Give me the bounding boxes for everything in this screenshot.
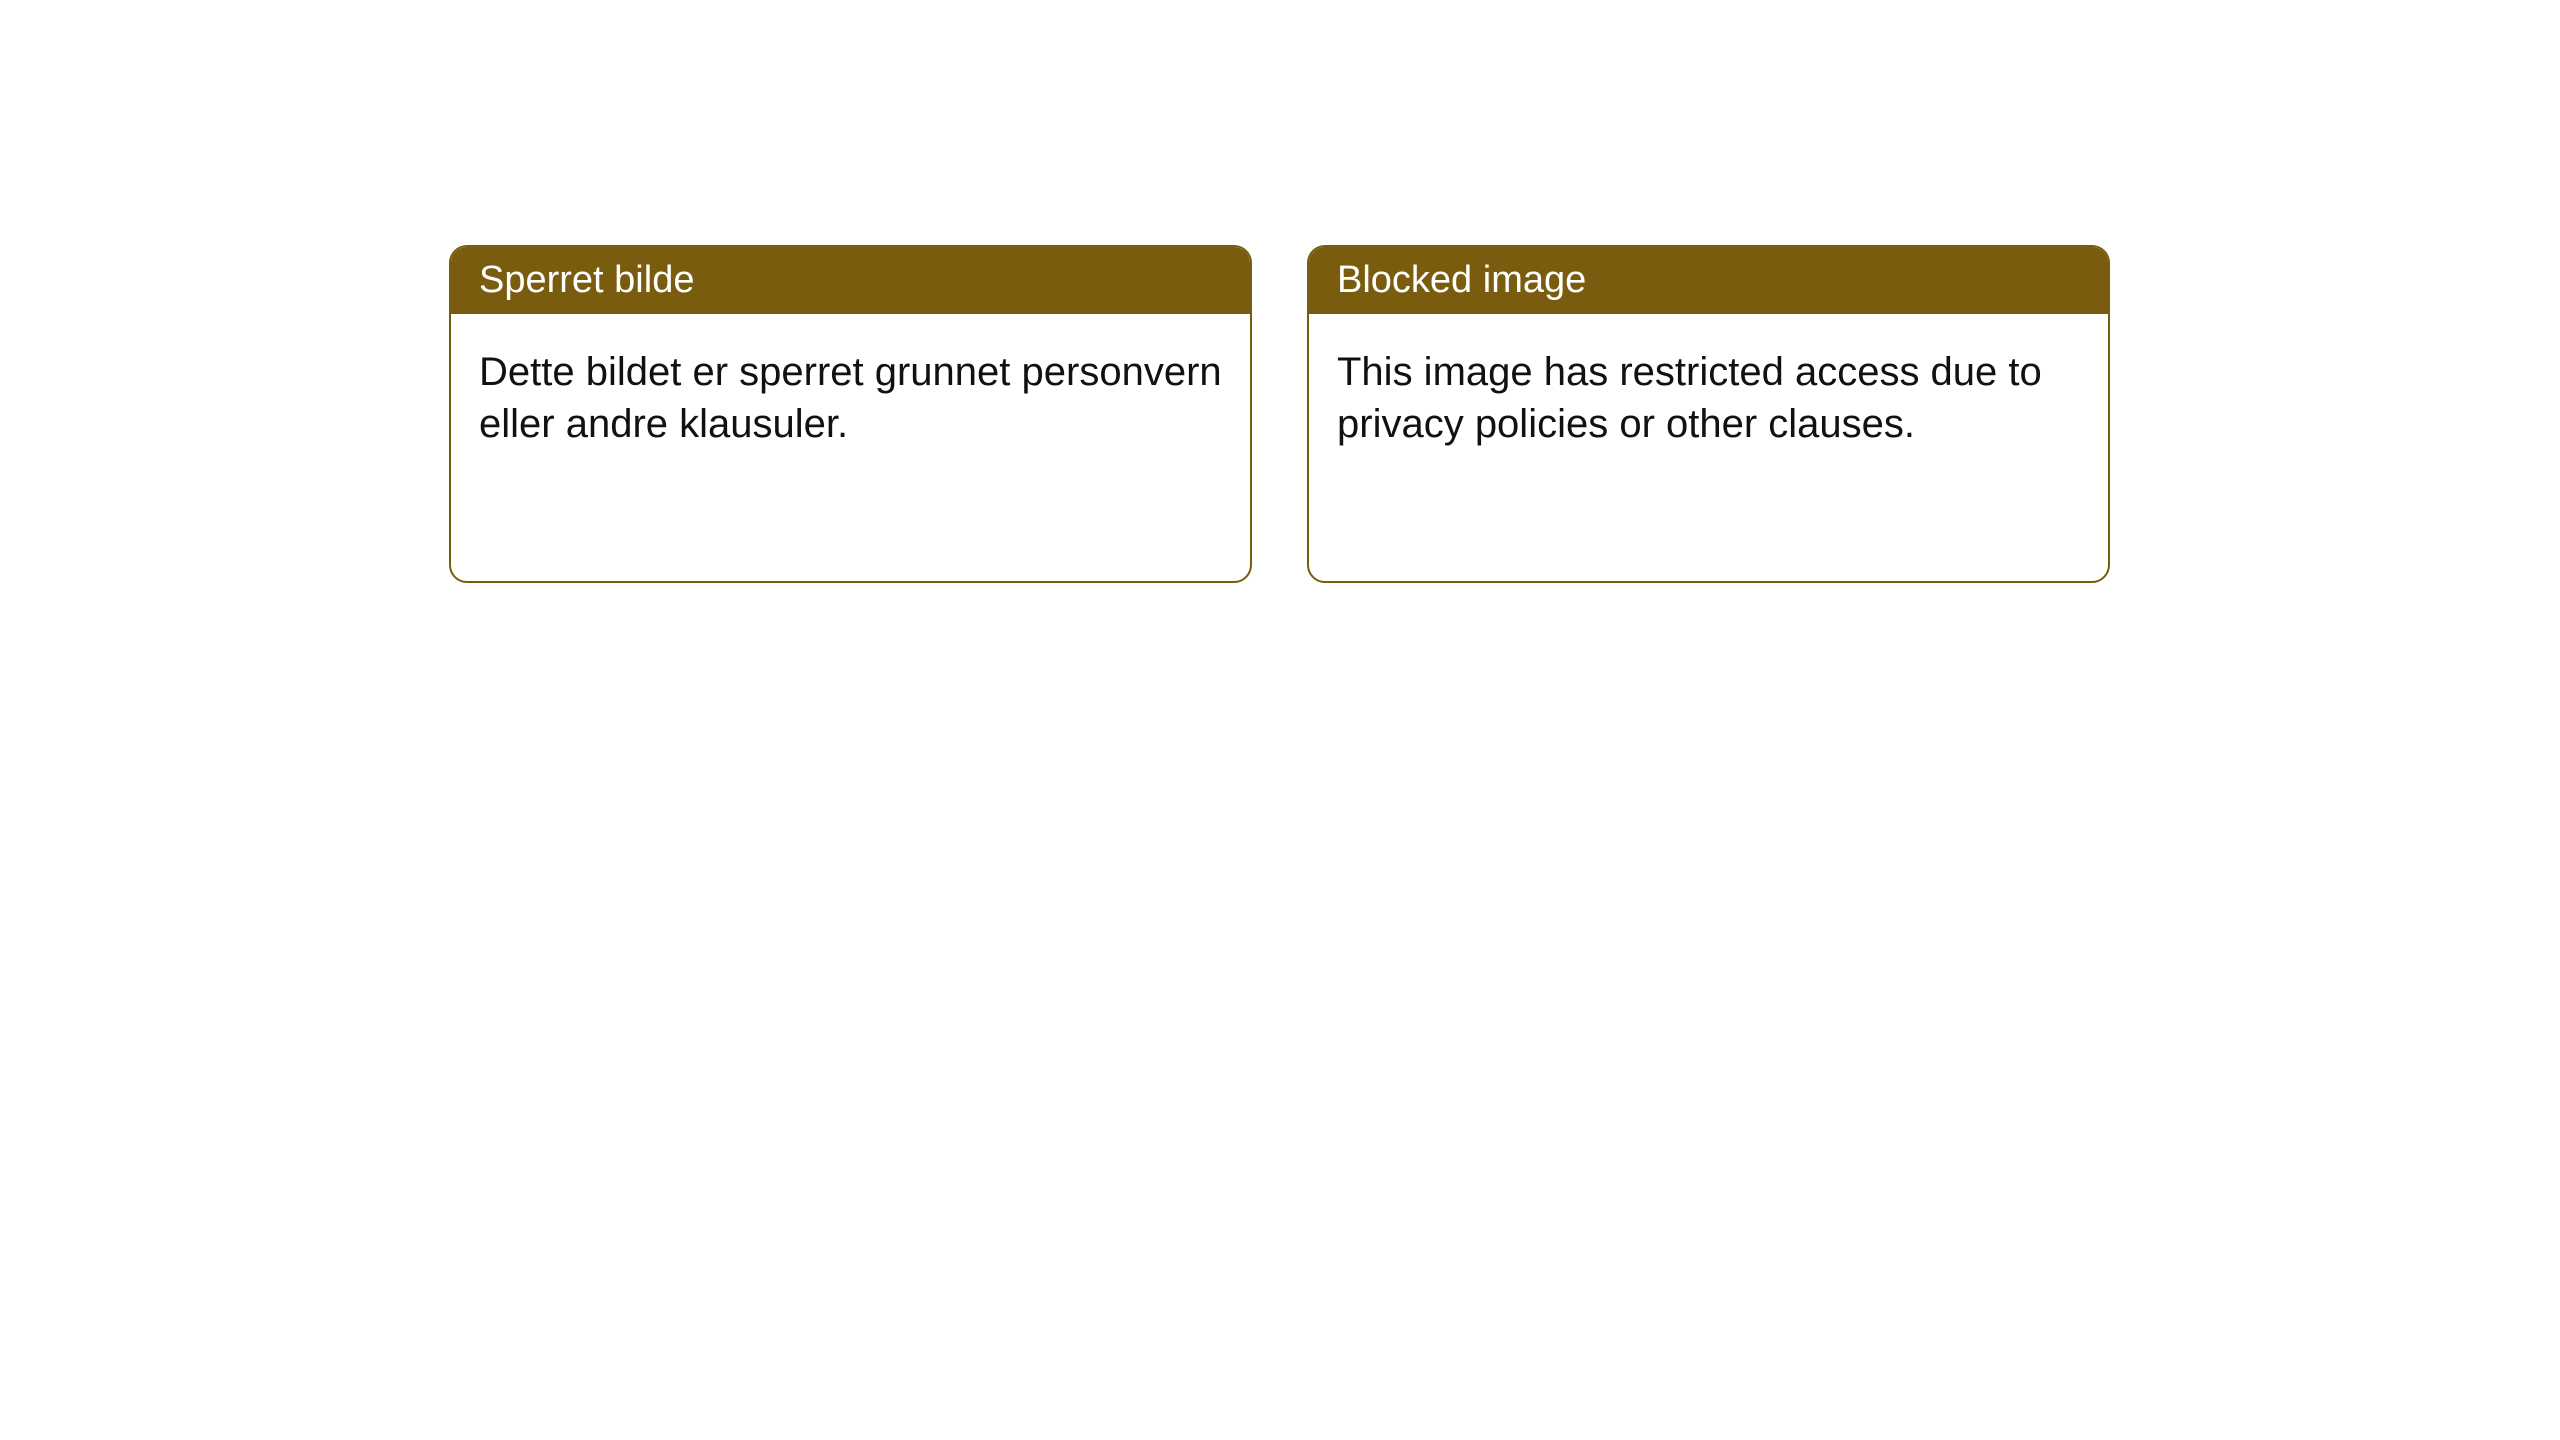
card-header: Blocked image [1309, 247, 2108, 314]
card-body-text: Dette bildet er sperret grunnet personve… [479, 350, 1222, 446]
notice-cards-container: Sperret bilde Dette bildet er sperret gr… [449, 245, 2110, 583]
card-title: Sperret bilde [479, 259, 694, 301]
card-body: This image has restricted access due to … [1309, 314, 2108, 482]
card-title: Blocked image [1337, 259, 1586, 301]
card-body-text: This image has restricted access due to … [1337, 350, 2042, 446]
card-header: Sperret bilde [451, 247, 1250, 314]
notice-card-english: Blocked image This image has restricted … [1307, 245, 2110, 583]
card-body: Dette bildet er sperret grunnet personve… [451, 314, 1250, 482]
notice-card-norwegian: Sperret bilde Dette bildet er sperret gr… [449, 245, 1252, 583]
